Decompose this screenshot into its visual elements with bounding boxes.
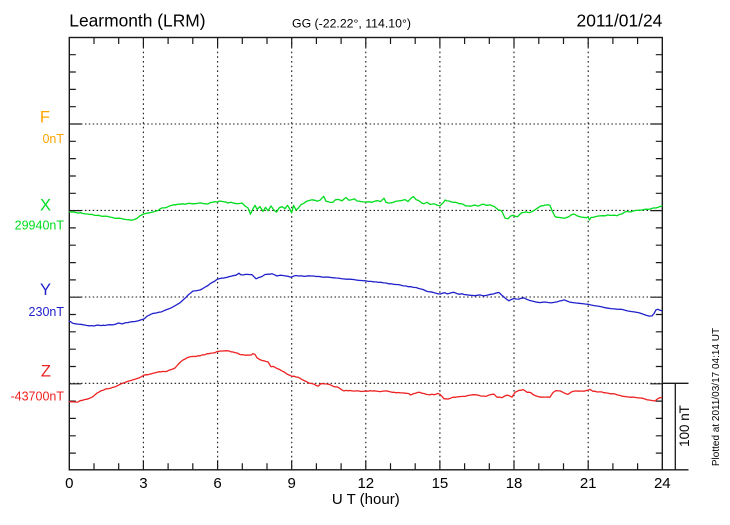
svg-text:12: 12 — [357, 475, 374, 492]
svg-text:Z: Z — [41, 363, 51, 381]
svg-text:230nT: 230nT — [29, 305, 65, 319]
svg-text:Learmonth (LRM): Learmonth (LRM) — [69, 11, 205, 31]
svg-text:X: X — [40, 197, 51, 215]
svg-text:29940nT: 29940nT — [15, 219, 65, 233]
svg-text:15: 15 — [432, 475, 449, 492]
svg-text:-43700nT: -43700nT — [10, 390, 64, 404]
svg-text:6: 6 — [213, 475, 221, 492]
svg-text:100 nT: 100 nT — [677, 405, 692, 447]
svg-text:2011/01/24: 2011/01/24 — [577, 11, 663, 31]
svg-text:21: 21 — [580, 475, 597, 492]
svg-text:9: 9 — [288, 475, 296, 492]
svg-text:0nT: 0nT — [42, 132, 64, 146]
svg-text:24: 24 — [654, 475, 671, 492]
svg-text:18: 18 — [506, 475, 523, 492]
svg-text:U T (hour): U T (hour) — [332, 491, 400, 508]
svg-text:3: 3 — [139, 475, 147, 492]
svg-text:F: F — [40, 109, 50, 127]
svg-text:Y: Y — [40, 281, 51, 299]
svg-text:GG (-22.22°, 114.10°): GG (-22.22°, 114.10°) — [292, 17, 411, 31]
svg-text:0: 0 — [65, 475, 73, 492]
svg-text:Plotted at 2011/03/17 04:14 UT: Plotted at 2011/03/17 04:14 UT — [711, 328, 722, 466]
